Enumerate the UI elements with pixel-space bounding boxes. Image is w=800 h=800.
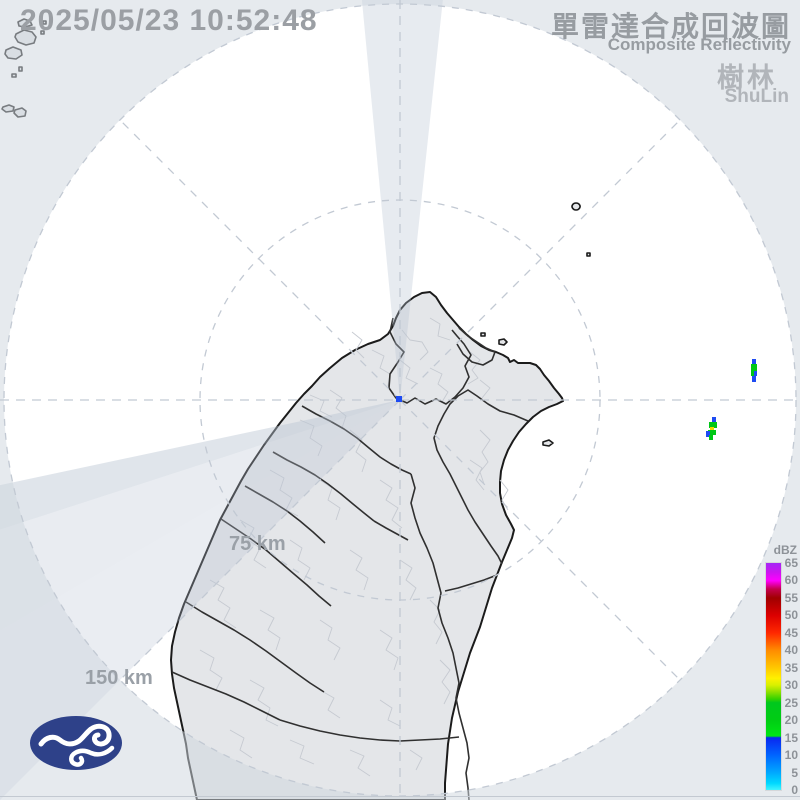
logo-wave-glyph [38, 723, 115, 767]
echo-pixel-blue [712, 417, 716, 422]
colorbar-tick: 65 [784, 556, 798, 570]
colorbar-unit-label: dBZ [773, 543, 797, 557]
map-bottom-border [0, 796, 800, 797]
sw-radial-line [119, 399, 401, 681]
wsw-blocked-wedge [0, 400, 400, 530]
colorbar-tick: 55 [784, 590, 798, 605]
colorbar-tick: 60 [784, 573, 798, 588]
echo-pixel-blue [754, 371, 757, 376]
ne-radial-line [399, 119, 681, 401]
echo-pixel-blue [752, 376, 756, 382]
echo-pixel-green [708, 430, 716, 435]
colorbar-tick: 5 [791, 765, 798, 780]
echo-pixel-green [709, 435, 713, 440]
station-name-zh: 樹林 [717, 63, 777, 93]
radar-echo-cells [396, 359, 757, 440]
colorbar-tick: 20 [784, 713, 798, 728]
cwb-logo-icon [30, 716, 122, 770]
echo-pixel-green [709, 422, 717, 428]
colorbar-tick: 50 [784, 608, 798, 623]
observation-timestamp: 2025/05/23 10:52:48 [20, 4, 318, 37]
range-ring-label-150km: 150 km [85, 667, 153, 689]
product-title-en: Composite Reflectivity [607, 35, 791, 54]
colorbar-tick: 10 [784, 748, 798, 763]
nw-radial-line [119, 119, 401, 401]
echo-pixel-blue [752, 359, 756, 364]
echo-pixel-green [751, 371, 754, 376]
colorbar-tick: 25 [784, 695, 798, 710]
colorbar-tick: 40 [784, 643, 798, 658]
colorbar-tick: 15 [784, 730, 798, 745]
colorbar-tick: 0 [791, 783, 798, 797]
echo-pixel-blue [706, 431, 710, 437]
echo-pixel-blue [396, 396, 402, 402]
echo-pixel-green [751, 364, 757, 371]
township-borders [199, 317, 509, 777]
product-title-zh: 單雷達合成回波圖 [550, 11, 791, 42]
colorbar-tick: 30 [784, 678, 798, 693]
colorbar-tick: 35 [784, 660, 798, 675]
cwb-logo [28, 715, 124, 773]
se-radial-line [399, 399, 681, 681]
station-name-en: ShuLin [724, 86, 789, 107]
sw-blocked-wedge-1 [0, 400, 400, 631]
dbz-colorbar [765, 562, 782, 791]
echo-pixel-yellow [710, 427, 714, 431]
range-ring-label-75km: 75 km [229, 533, 286, 555]
colorbar-tick: 45 [784, 625, 798, 640]
